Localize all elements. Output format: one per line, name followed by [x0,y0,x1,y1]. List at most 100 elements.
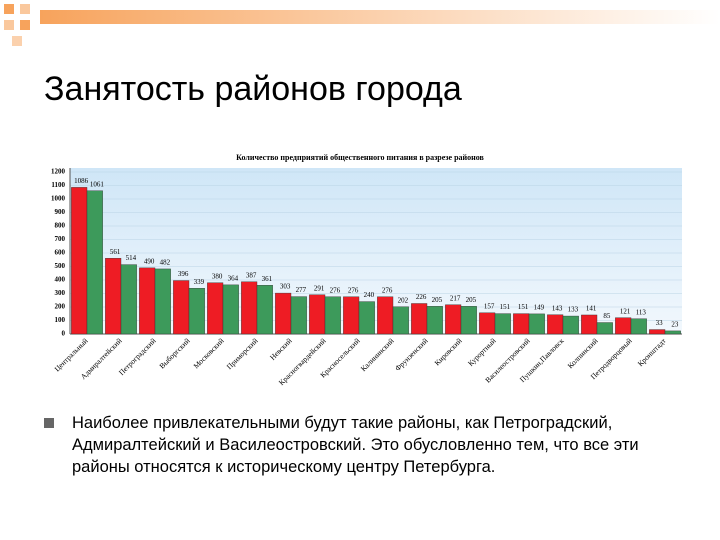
bar [426,306,443,335]
bar [513,313,530,335]
y-tick-label: 1100 [51,181,65,189]
x-tick-label: Фрунзенский [393,336,430,373]
bar [173,280,190,335]
y-tick-label: 500 [55,262,66,270]
x-tick-label: Невский [268,336,294,362]
decor [4,4,720,46]
data-label: 482 [160,259,171,267]
bar [392,306,409,335]
data-label: 1086 [74,177,89,185]
x-tick-label: Курортный [466,336,498,368]
bar [222,284,239,335]
bar [290,296,307,335]
bullet: Наиболее привлекательными будут такие ра… [44,412,684,478]
bar [154,268,171,335]
data-label: 396 [178,270,189,278]
bar [275,292,292,335]
data-label: 291 [314,284,325,292]
data-label: 380 [212,272,223,280]
data-label: 276 [382,286,393,294]
bar [411,303,428,335]
bar [445,304,462,335]
data-label: 202 [398,296,409,304]
data-label: 1061 [90,180,105,188]
data-label: 205 [432,296,443,304]
data-label: 339 [194,278,205,286]
bar [86,190,103,335]
bar [649,329,666,335]
bar [120,264,137,335]
data-label: 151 [500,303,511,311]
bar [309,294,326,335]
data-label: 205 [466,296,477,304]
y-tick-label: 1200 [51,168,66,176]
x-tick-label: Центральный [52,336,89,373]
data-label: 277 [296,286,307,294]
bar [615,317,632,335]
data-label: 240 [364,291,375,299]
x-tick-label: Московский [192,336,226,370]
y-tick-label: 400 [55,276,66,284]
data-label: 490 [144,257,155,265]
bar [207,282,224,335]
bar [105,258,122,335]
bullet-text: Наиболее привлекательными будут такие ра… [72,414,639,476]
data-label: 85 [603,312,611,320]
x-tick-label: Кировский [433,336,464,367]
data-label: 133 [568,306,579,314]
y-tick-label: 700 [55,235,66,243]
chart: Количество предприятий общественного пит… [51,153,682,387]
data-label: 23 [671,321,679,329]
bullet-marker [44,418,54,428]
bar [188,288,205,335]
chart-title: Количество предприятий общественного пит… [236,153,484,162]
data-label: 121 [620,307,631,315]
y-tick-label: 100 [55,316,66,324]
data-label: 149 [534,303,545,311]
x-tick-label: Выборгский [157,336,191,370]
data-label: 276 [330,286,341,294]
bar [494,313,511,335]
bar [71,187,88,335]
y-tick-label: 300 [55,289,66,297]
bar [547,314,564,335]
bar [139,267,156,335]
bar [256,285,273,335]
data-label: 151 [518,303,529,311]
bar [324,296,341,335]
bar [343,296,360,335]
data-label: 364 [228,274,239,282]
x-tick-label: Кронштадт [636,336,668,368]
data-label: 361 [262,275,273,283]
data-label: 157 [484,302,495,310]
plot-area [70,168,682,334]
y-tick-label: 200 [55,303,66,311]
bar [377,296,394,335]
bar [630,318,647,335]
y-tick-label: 900 [55,208,66,216]
bar [528,313,545,335]
data-label: 303 [280,283,291,291]
x-tick-label: Колпинский [566,336,600,370]
data-label: 387 [246,271,257,279]
data-label: 226 [416,293,427,301]
bar [358,301,375,335]
y-tick-label: 0 [62,330,66,338]
data-label: 113 [636,308,647,316]
data-label: 217 [450,294,461,302]
data-label: 276 [348,286,359,294]
bar [479,312,496,335]
data-label: 33 [656,319,664,327]
y-tick-label: 800 [55,222,66,230]
bar [562,315,579,335]
data-label: 561 [110,248,121,256]
data-label: 143 [552,304,563,312]
bar [241,281,258,335]
x-tick-label: Калининский [359,336,396,373]
bar [460,306,477,335]
bar [596,322,613,335]
bar [664,330,681,335]
slide-title: Занятость районов города [44,70,462,108]
data-label: 141 [586,305,597,313]
